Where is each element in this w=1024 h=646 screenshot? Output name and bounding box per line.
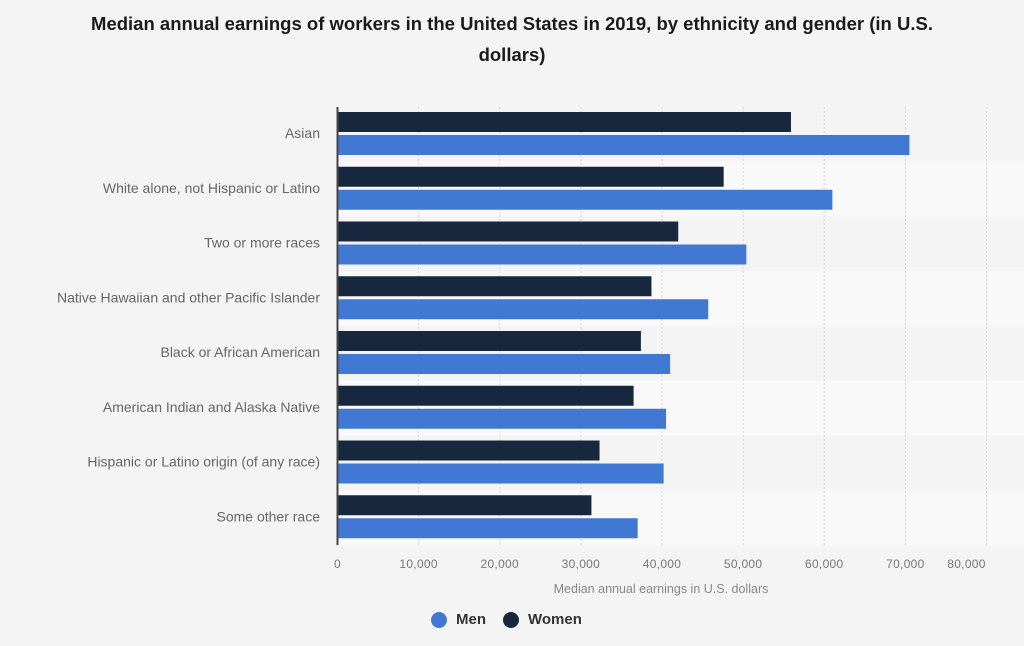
bar-women — [337, 221, 679, 242]
x-tick-label: 10,000 — [399, 557, 438, 571]
category-labels: Asian White alone, not Hispanic or Latino… — [57, 125, 320, 524]
x-tick-label: 0 — [334, 557, 341, 571]
legend-item-women[interactable]: Women — [503, 611, 582, 628]
x-tick-label: 70,000 — [886, 557, 925, 571]
legend: Men Women — [431, 611, 599, 628]
x-axis-title: Median annual earnings in U.S. dollars — [554, 582, 769, 596]
bar-women — [337, 495, 592, 516]
bar-men — [337, 135, 910, 155]
bar-women — [337, 385, 634, 406]
x-tick-label: 40,000 — [643, 557, 682, 571]
category-label: Two or more races — [204, 235, 320, 251]
bar-women — [337, 331, 641, 351]
category-label: Some other race — [217, 508, 321, 524]
category-label: Black or African American — [160, 344, 320, 360]
x-tick-labels: 0 10,000 20,000 30,000 40,000 50,000 60,000 70,… — [334, 557, 986, 571]
legend-item-men[interactable]: Men — [431, 611, 486, 628]
x-tick-label: 60,000 — [805, 557, 844, 571]
bar-women — [337, 276, 652, 297]
bar-women — [337, 166, 724, 187]
bar-men — [337, 244, 747, 265]
legend-marker-men — [431, 611, 447, 628]
category-label: Native Hawaiian and other Pacific Island… — [57, 289, 320, 305]
bar-men — [337, 299, 709, 320]
x-tick-label: 20,000 — [480, 557, 519, 571]
bars — [337, 112, 910, 539]
bar-women — [337, 112, 791, 132]
chart-title: Median annual earnings of workers in the… — [91, 13, 933, 65]
category-label: Hispanic or Latino origin (of any race) — [87, 454, 320, 470]
bar-men — [337, 463, 664, 484]
bar-men — [337, 354, 671, 374]
category-label: Asian — [285, 125, 320, 141]
x-tick-label: 50,000 — [724, 557, 763, 571]
bar-men — [337, 189, 833, 210]
legend-label-women: Women — [528, 611, 582, 628]
category-label: White alone, not Hispanic or Latino — [103, 180, 320, 196]
bar-men — [337, 518, 638, 539]
bar-women — [337, 440, 600, 461]
category-label: American Indian and Alaska Native — [103, 399, 320, 415]
x-tick-label: 80,000 — [947, 557, 986, 571]
legend-label-men: Men — [456, 611, 486, 628]
bar-men — [337, 408, 667, 429]
legend-marker-women — [503, 611, 519, 628]
x-tick-label: 30,000 — [562, 557, 601, 571]
